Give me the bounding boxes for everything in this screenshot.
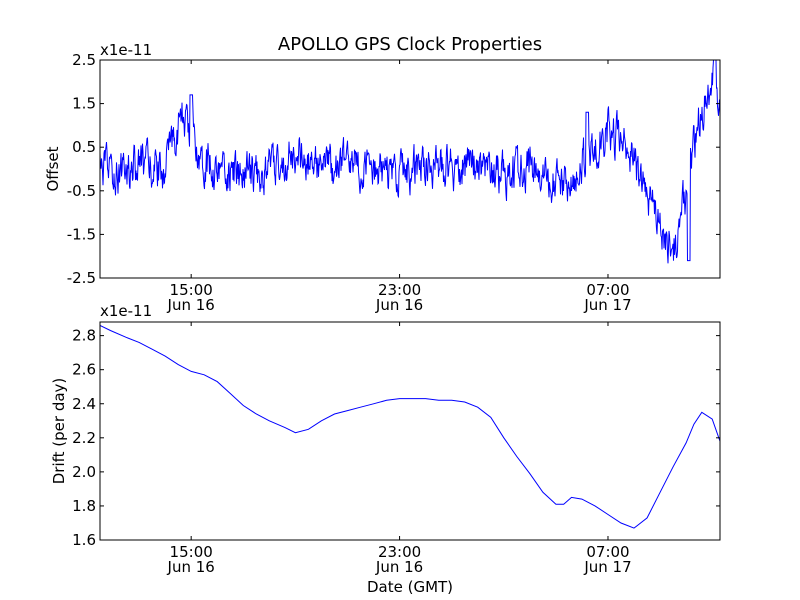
offset-xtick-date-label: Jun 16 — [167, 296, 215, 314]
drift-xtick-time-label: 23:00 — [378, 543, 421, 561]
drift-axes-frame — [99, 321, 721, 541]
offset-ytick-label: -0.5 — [67, 182, 96, 200]
offset-ytick-label: 2.5 — [72, 51, 96, 69]
drift-y-axis-label: Drift (per day) — [50, 378, 68, 485]
offset-ytick-label: -2.5 — [67, 269, 96, 287]
offset-xtick-time-label: 07:00 — [586, 281, 629, 299]
offset-xtick-time-label: 23:00 — [378, 281, 421, 299]
offset-series-line — [99, 59, 721, 264]
drift-ytick-label: 1.6 — [72, 531, 96, 549]
drift-ytick-label: 2.2 — [72, 429, 96, 447]
offset-ytick-label: -1.5 — [67, 225, 96, 243]
chart-title: APOLLO GPS Clock Properties — [278, 34, 542, 55]
drift-x-axis-label: Date (GMT) — [367, 578, 453, 596]
offset-xtick-date-label: Jun 17 — [583, 296, 631, 314]
drift-ytick-label: 2.8 — [72, 327, 96, 345]
drift-xtick-time-label: 07:00 — [586, 543, 629, 561]
offset-ytick-label: 1.5 — [72, 95, 96, 113]
offset-xtick-time-label: 15:00 — [170, 281, 213, 299]
drift-ytick-label: 2.0 — [72, 463, 96, 481]
offset-axes-frame — [99, 59, 721, 279]
drift-ytick-label: 1.8 — [72, 497, 96, 515]
drift-scale-label: x1e-11 — [100, 302, 152, 320]
offset-y-axis-label: Offset — [44, 146, 62, 191]
offset-scale-label: x1e-11 — [100, 41, 152, 59]
drift-ytick-label: 2.4 — [72, 395, 96, 413]
drift-xtick-time-label: 15:00 — [170, 543, 213, 561]
drift-xtick-date-label: Jun 17 — [583, 558, 631, 576]
drift-xtick-date-label: Jun 16 — [375, 558, 423, 576]
offset-ytick-label: 0.5 — [72, 138, 96, 156]
drift-xtick-date-label: Jun 16 — [167, 558, 215, 576]
offset-xtick-date-label: Jun 16 — [375, 296, 423, 314]
offset-plot-area — [99, 59, 721, 264]
drift-ytick-label: 2.6 — [72, 361, 96, 379]
